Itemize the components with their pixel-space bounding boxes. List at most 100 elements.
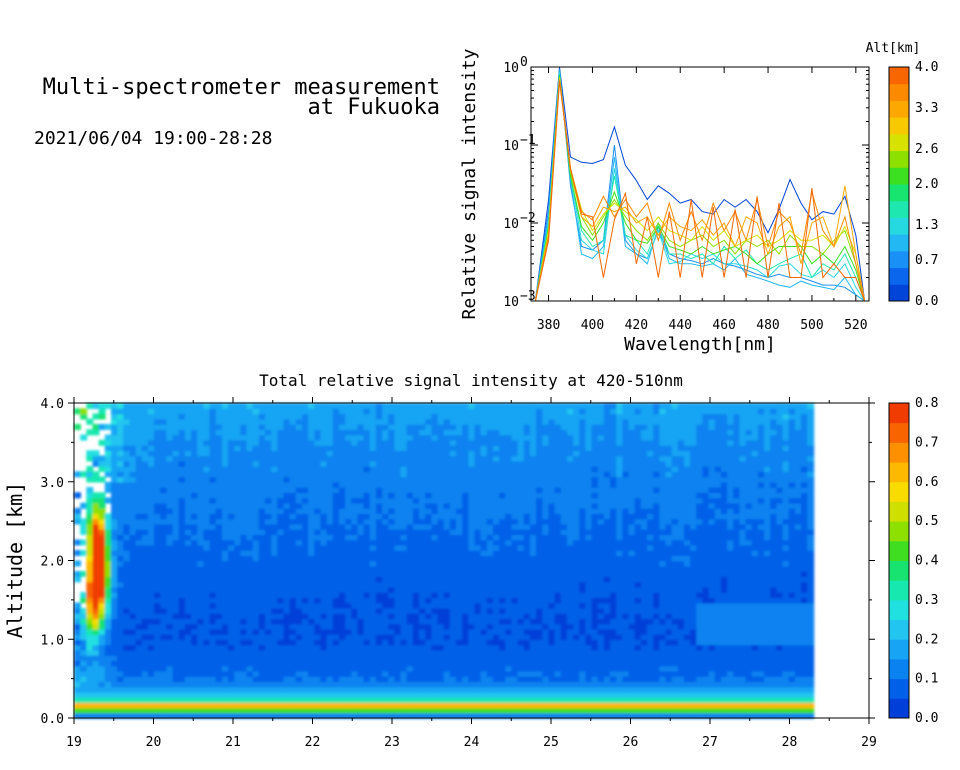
heatmap-cell — [295, 655, 303, 661]
heatmap-cell — [117, 628, 125, 635]
heatmap-cell — [425, 576, 433, 583]
heatmap-cell — [277, 529, 285, 535]
heatmap-cell — [554, 466, 562, 472]
heatmap-cell — [129, 497, 137, 504]
heatmap-cell — [129, 534, 137, 541]
heatmap-cell — [511, 649, 519, 656]
heatmap-cell — [117, 649, 125, 656]
heatmap-cell — [388, 429, 396, 436]
heatmap-cell — [104, 691, 112, 698]
heatmap-cell — [406, 702, 414, 709]
heatmap-cell — [203, 655, 211, 661]
heatmap-cell — [499, 424, 507, 430]
heatmap-cell — [351, 476, 359, 483]
heatmap-cell — [203, 466, 211, 472]
heatmap-cell — [209, 408, 217, 415]
heatmap-cell — [215, 592, 223, 598]
heatmap-cell — [406, 439, 414, 446]
heatmap-cell — [184, 513, 192, 520]
heatmap-cell — [511, 550, 519, 556]
heatmap-cell — [172, 523, 180, 530]
heatmap-cell — [332, 492, 340, 499]
heatmap-cell — [326, 497, 334, 504]
heatmap-cell — [536, 413, 544, 420]
heatmap-cell — [382, 581, 390, 588]
heatmap-cell — [320, 613, 328, 619]
heatmap-cell — [338, 697, 346, 703]
heatmap-cell — [394, 487, 402, 493]
heatmap-cell — [523, 628, 531, 635]
heatmap-cell — [357, 623, 365, 630]
heatmap-cell — [111, 555, 118, 562]
heatmap-cell — [154, 649, 162, 656]
heatmap-cell — [80, 681, 88, 688]
heatmap-cell — [104, 539, 112, 546]
heatmap-cell — [326, 628, 334, 635]
heatmap-cell — [295, 413, 303, 420]
heatmap-cell — [215, 586, 223, 593]
heatmap-cell — [412, 676, 420, 682]
heatmap-cell — [240, 408, 248, 415]
heatmap-cell — [456, 466, 463, 472]
heatmap-cell — [449, 702, 457, 709]
heatmap-cell — [419, 634, 426, 640]
heatmap-cell — [419, 455, 426, 462]
spectrum-plot-frame — [530, 66, 870, 302]
heatmap-cell — [271, 618, 279, 625]
heatmap-cell — [215, 492, 223, 499]
heatmap-cell — [172, 565, 180, 572]
heatmap-cell — [141, 697, 149, 703]
heatmap-cell — [221, 670, 229, 677]
heatmap-cell — [499, 529, 507, 535]
heatmap-cell — [265, 497, 272, 504]
heatmap-cell — [456, 660, 463, 667]
heatmap-cell — [369, 529, 377, 535]
heatmap-cell — [363, 508, 371, 514]
heatmap-cell — [326, 518, 334, 525]
heatmap-cell — [462, 628, 470, 635]
spectrum-colorbar-band — [889, 217, 909, 235]
heatmap-cell — [289, 560, 297, 567]
heatmap-cell — [536, 607, 544, 614]
heatmap-cell — [86, 534, 94, 541]
heatmap-cell — [135, 655, 143, 661]
heatmap-cell — [511, 455, 519, 462]
heatmap-cell — [456, 429, 463, 436]
heatmap-cell — [493, 702, 500, 709]
heatmap-cell — [363, 597, 371, 604]
heatmap-cell — [166, 487, 174, 493]
heatmap-cell — [443, 502, 451, 509]
heatmap-cell — [129, 439, 137, 446]
heatmap-cell — [449, 660, 457, 667]
heatmap-cell — [486, 644, 494, 651]
heatmap-cell — [456, 476, 463, 483]
heatmap-cell — [560, 597, 568, 604]
heatmap-cell — [265, 676, 272, 682]
heatmap-cell — [314, 476, 322, 483]
heatmap-cell — [480, 450, 488, 457]
heatmap-cell — [135, 492, 143, 499]
heatmap-cell — [511, 597, 519, 604]
heatmap-cell — [289, 581, 297, 588]
heatmap-cell — [505, 565, 513, 572]
heatmap-cell — [449, 460, 457, 467]
heatmap-cell — [154, 481, 162, 488]
heatmap-cell — [351, 665, 359, 672]
heatmap-cell — [98, 534, 106, 541]
heatmap-cell — [86, 544, 94, 551]
heatmap-cell — [314, 665, 322, 672]
heatmap-cell — [221, 466, 229, 472]
heatmap-cell — [431, 466, 439, 472]
heatmap-cell — [505, 691, 513, 698]
heatmap-cell — [542, 581, 550, 588]
heatmap-cell — [437, 408, 445, 415]
heatmap-cell — [351, 460, 359, 467]
heatmap-cell — [265, 429, 272, 436]
heatmap-cell — [265, 529, 272, 535]
heatmap-cell — [147, 623, 155, 630]
heatmap-cell — [462, 550, 470, 556]
heatmap-cell — [468, 628, 476, 635]
heatmap-cell — [197, 439, 205, 446]
heatmap-cell — [400, 445, 408, 451]
heatmap-cell — [258, 639, 266, 646]
